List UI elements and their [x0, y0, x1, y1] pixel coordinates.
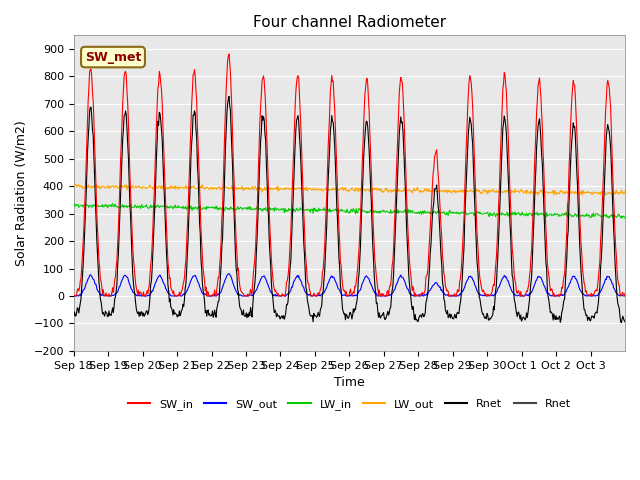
- Title: Four channel Radiometer: Four channel Radiometer: [253, 15, 446, 30]
- X-axis label: Time: Time: [334, 376, 365, 389]
- Y-axis label: Solar Radiation (W/m2): Solar Radiation (W/m2): [15, 120, 28, 266]
- Legend: SW_in, SW_out, LW_in, LW_out, Rnet, Rnet: SW_in, SW_out, LW_in, LW_out, Rnet, Rnet: [124, 395, 575, 415]
- Text: SW_met: SW_met: [85, 50, 141, 63]
